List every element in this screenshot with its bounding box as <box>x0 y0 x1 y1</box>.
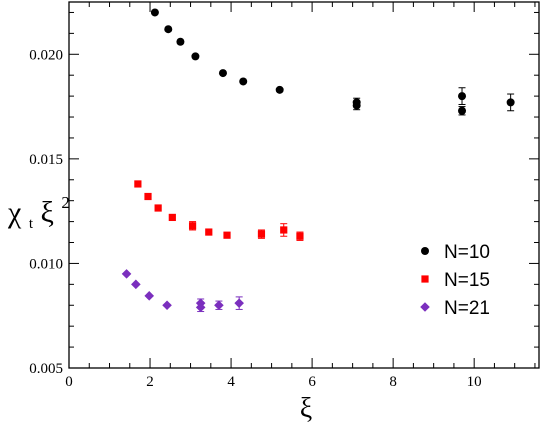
data-point-n21 <box>214 300 224 311</box>
legend-marker-n21 <box>420 302 430 312</box>
x-axis-title: ξ <box>300 393 312 424</box>
x-tick-label: 8 <box>389 374 397 390</box>
tick-labels: 0 2 4 6 8 10 0.005 0.010 0.015 0.020 <box>29 47 481 390</box>
data-point-n15 <box>205 228 213 236</box>
y-tick-label: 0.005 <box>29 361 63 377</box>
data-point-n10 <box>458 92 467 101</box>
legend: N=10 N=15 N=21 <box>420 242 490 319</box>
data-point-n15 <box>257 230 266 238</box>
data-point-n10 <box>218 69 227 78</box>
data-point-n10 <box>176 37 185 46</box>
data-point-n10 <box>275 85 284 94</box>
data-point-n10 <box>458 106 467 115</box>
data-point-n15 <box>154 204 162 212</box>
legend-marker-n15 <box>421 275 429 283</box>
data-point-n10 <box>164 25 173 34</box>
x-tick-label: 2 <box>146 374 154 390</box>
x-tick-label: 4 <box>227 374 235 390</box>
y-axis-title-base: χ <box>7 196 22 229</box>
legend-label: N=15 <box>444 270 490 291</box>
y-tick-label: 0.015 <box>29 152 63 168</box>
x-tick-label: 6 <box>308 374 316 390</box>
data-point-n10 <box>191 52 200 61</box>
data-point-n15 <box>168 213 176 222</box>
data-points <box>121 8 515 313</box>
data-point-n21 <box>121 269 132 279</box>
data-point-n21 <box>162 300 172 311</box>
data-point-n10 <box>352 98 361 107</box>
y-tick-label: 0.010 <box>29 256 63 272</box>
y-axis-title-superscript: 2 <box>61 193 70 212</box>
data-point-n15 <box>134 180 142 188</box>
axis-ticks <box>68 2 539 369</box>
y-tick-label: 0.020 <box>29 47 63 63</box>
y-axis-title: χ t ξ 2 <box>7 193 70 235</box>
legend-label: N=10 <box>444 242 490 263</box>
data-point-n15 <box>144 192 152 201</box>
data-point-n10 <box>239 77 248 86</box>
data-point-n21 <box>234 298 244 308</box>
data-point-n21 <box>144 291 155 301</box>
plot-frame <box>68 1 540 369</box>
x-tick-label: 0 <box>65 374 73 390</box>
data-point-n15 <box>223 231 231 239</box>
data-point-n15 <box>188 222 197 230</box>
data-point-n15 <box>296 232 304 240</box>
legend-marker-n10 <box>421 247 429 255</box>
legend-label: N=21 <box>444 298 490 319</box>
x-tick-label: 10 <box>467 374 482 390</box>
y-axis-title-subscript: t <box>29 216 34 232</box>
data-point-n10 <box>506 98 515 107</box>
data-point-n15 <box>280 226 288 234</box>
y-axis-title-mid: ξ <box>41 196 54 229</box>
data-point-n21 <box>195 302 206 313</box>
data-point-n10 <box>150 8 159 17</box>
plot-border <box>68 1 540 369</box>
data-point-n21 <box>131 279 141 290</box>
